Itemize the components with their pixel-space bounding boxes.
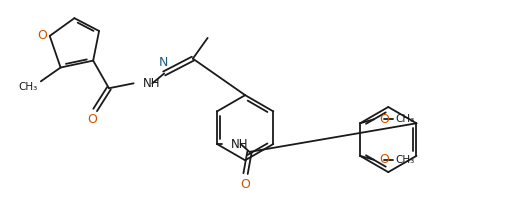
- Text: NH: NH: [143, 77, 160, 90]
- Text: CH₃: CH₃: [396, 155, 415, 165]
- Text: O: O: [379, 153, 389, 166]
- Text: O: O: [37, 29, 47, 42]
- Text: CH₃: CH₃: [18, 82, 38, 92]
- Text: NH: NH: [231, 138, 248, 151]
- Text: O: O: [379, 113, 389, 126]
- Text: O: O: [87, 113, 97, 126]
- Text: O: O: [241, 178, 250, 191]
- Text: CH₃: CH₃: [396, 114, 415, 124]
- Text: N: N: [159, 56, 168, 69]
